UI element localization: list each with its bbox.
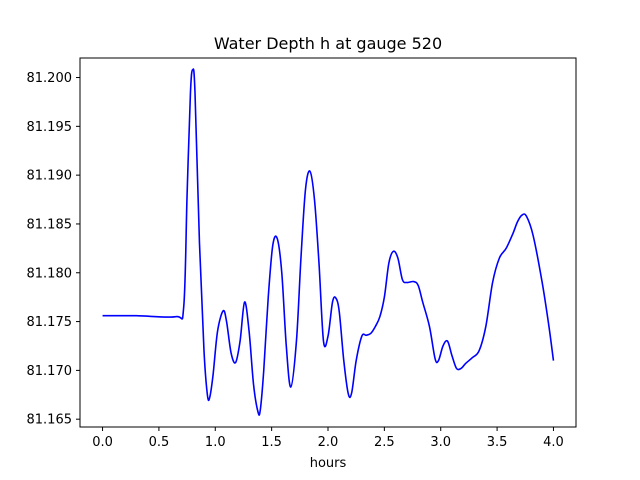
x-tick-label: 3.0 [430,435,451,450]
y-tick-label: 81.200 [27,71,73,86]
y-tick-label: 81.180 [27,266,73,281]
y-tick-label: 81.185 [27,217,73,232]
x-tick-label: 2.0 [318,435,339,450]
y-tick-label: 81.175 [27,315,73,330]
x-tick-label: 4.0 [543,435,564,450]
y-tick-label: 81.195 [27,120,73,135]
x-tick-label: 2.5 [374,435,395,450]
x-tick-label: 0.0 [92,435,113,450]
y-tick-label: 81.165 [27,413,73,428]
x-axis: 0.0 0.5 1.0 1.5 2.0 2.5 3.0 3.5 4.0 [92,427,564,450]
y-tick-label: 81.170 [27,364,73,379]
y-axis: 81.165 81.170 81.175 81.180 81.185 81.190 81.1… [27,71,80,428]
x-axis-label: hours [310,456,347,471]
x-tick-label: 1.0 [205,435,226,450]
series-line [102,68,555,416]
x-tick-label: 1.5 [261,435,282,450]
plot-frame [79,57,577,428]
y-tick-label: 81.190 [27,169,73,184]
x-tick-label: 3.5 [487,435,508,450]
x-tick-label: 0.5 [149,435,170,450]
chart-title: Water Depth h at gauge 520 [214,34,442,53]
